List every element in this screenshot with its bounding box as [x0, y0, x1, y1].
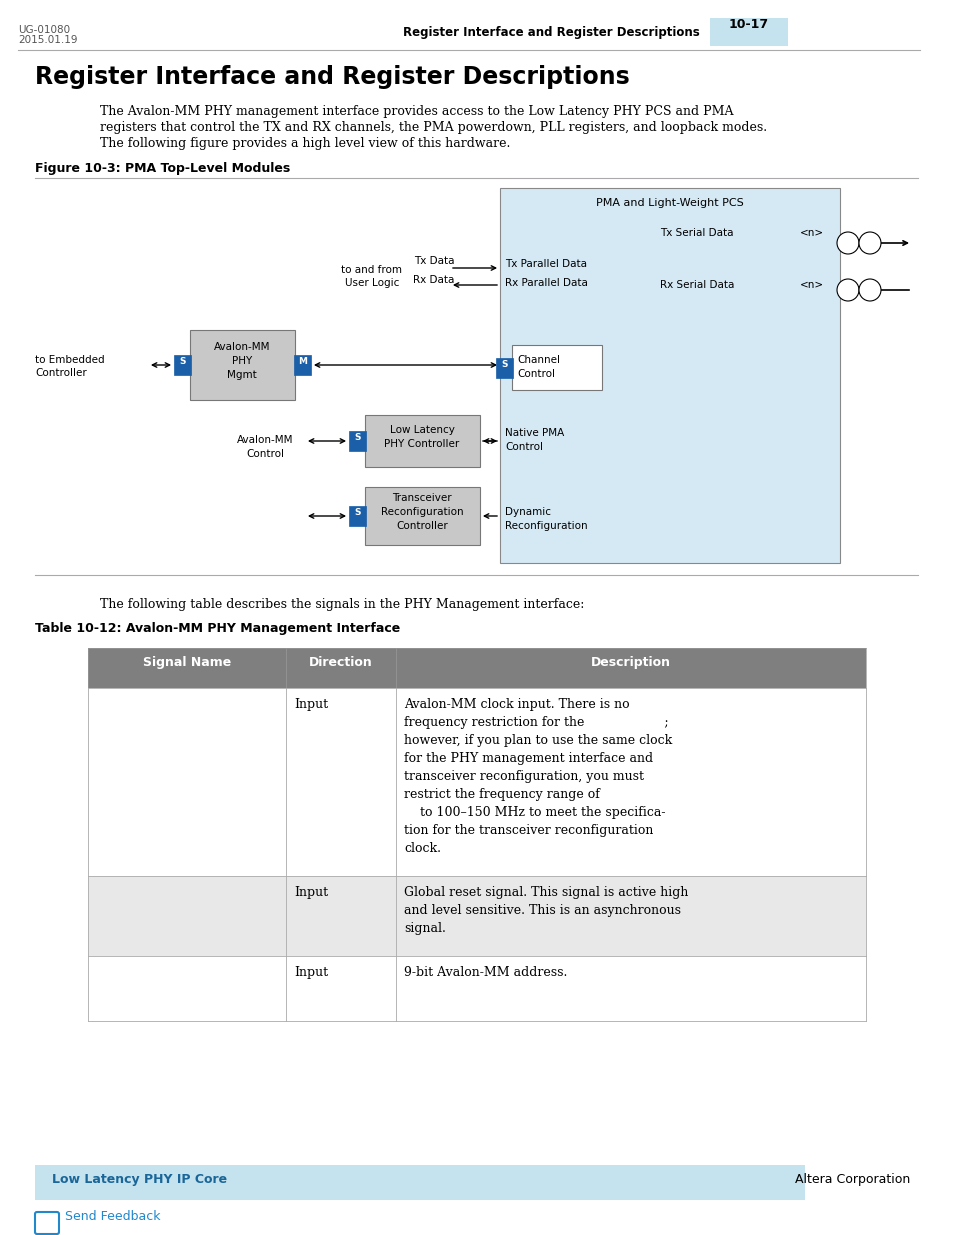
- Text: S: S: [500, 359, 507, 369]
- Text: Avalon-MM: Avalon-MM: [213, 342, 270, 352]
- Bar: [349, 506, 366, 526]
- Text: Avalon-MM clock input. There is no
frequency restriction for the                : Avalon-MM clock input. There is no frequ…: [403, 698, 672, 855]
- Bar: [88, 688, 865, 876]
- Bar: [349, 431, 366, 451]
- Text: Control: Control: [517, 369, 555, 379]
- Text: Register Interface and Register Descriptions: Register Interface and Register Descript…: [403, 26, 700, 38]
- Text: Signal Name: Signal Name: [143, 656, 231, 669]
- Text: Figure 10-3: PMA Top-Level Modules: Figure 10-3: PMA Top-Level Modules: [35, 162, 290, 175]
- Text: The following table describes the signals in the PHY Management interface:: The following table describes the signal…: [100, 598, 584, 611]
- Bar: [190, 330, 294, 400]
- Bar: [35, 1165, 804, 1200]
- Ellipse shape: [836, 279, 858, 301]
- Bar: [496, 358, 513, 378]
- Text: Rx Serial Data: Rx Serial Data: [659, 280, 734, 290]
- Text: Rx Data: Rx Data: [413, 275, 455, 285]
- Text: to Embedded: to Embedded: [35, 354, 105, 366]
- Text: Altera Corporation: Altera Corporation: [794, 1173, 909, 1186]
- Ellipse shape: [858, 232, 880, 254]
- Text: PMA and Light-Weight PCS: PMA and Light-Weight PCS: [596, 198, 743, 207]
- Text: to and from: to and from: [341, 266, 402, 275]
- Text: Tx Parallel Data: Tx Parallel Data: [504, 259, 586, 269]
- Text: 10-17: 10-17: [728, 19, 768, 31]
- Text: 9-bit Avalon-MM address.: 9-bit Avalon-MM address.: [403, 966, 567, 979]
- Text: Send Feedback: Send Feedback: [65, 1210, 160, 1223]
- Text: User Logic: User Logic: [344, 278, 398, 288]
- Text: Register Interface and Register Descriptions: Register Interface and Register Descript…: [35, 65, 629, 89]
- Text: M: M: [297, 357, 307, 366]
- Text: Reconfiguration: Reconfiguration: [380, 508, 463, 517]
- Text: Transceiver: Transceiver: [392, 493, 452, 503]
- Text: Rx Parallel Data: Rx Parallel Data: [504, 278, 587, 288]
- Bar: [365, 487, 479, 545]
- Ellipse shape: [836, 232, 858, 254]
- Text: Avalon-MM: Avalon-MM: [236, 435, 293, 445]
- Text: Low Latency: Low Latency: [389, 425, 454, 435]
- Text: Reconfiguration: Reconfiguration: [504, 521, 587, 531]
- Text: Control: Control: [504, 442, 542, 452]
- Text: Low Latency PHY IP Core: Low Latency PHY IP Core: [52, 1173, 227, 1186]
- Bar: [88, 956, 865, 1021]
- Text: Table 10-12: Avalon-MM PHY Management Interface: Table 10-12: Avalon-MM PHY Management In…: [35, 622, 400, 635]
- FancyBboxPatch shape: [35, 1212, 59, 1234]
- Text: Input: Input: [294, 885, 328, 899]
- Text: Native PMA: Native PMA: [504, 429, 563, 438]
- Text: Description: Description: [590, 656, 670, 669]
- Bar: [512, 345, 601, 390]
- Text: Controller: Controller: [395, 521, 447, 531]
- Text: Direction: Direction: [309, 656, 373, 669]
- Text: PHY: PHY: [232, 356, 252, 366]
- Text: Input: Input: [294, 966, 328, 979]
- Bar: [709, 19, 787, 46]
- Text: PHY Controller: PHY Controller: [384, 438, 459, 450]
- Text: <n>: <n>: [800, 280, 823, 290]
- Text: The following figure provides a high level view of this hardware.: The following figure provides a high lev…: [100, 137, 510, 149]
- Text: registers that control the TX and RX channels, the PMA powerdown, PLL registers,: registers that control the TX and RX cha…: [100, 121, 766, 135]
- Text: UG-01080: UG-01080: [18, 25, 71, 35]
- Text: Controller: Controller: [35, 368, 87, 378]
- Text: The Avalon-MM PHY management interface provides access to the Low Latency PHY PC: The Avalon-MM PHY management interface p…: [100, 105, 733, 119]
- Text: S: S: [354, 508, 360, 517]
- Bar: [294, 354, 311, 375]
- Text: Dynamic: Dynamic: [504, 508, 551, 517]
- Text: Channel: Channel: [517, 354, 559, 366]
- Text: Tx Data: Tx Data: [414, 256, 454, 266]
- Text: <n>: <n>: [800, 228, 823, 238]
- Bar: [173, 354, 191, 375]
- Text: S: S: [179, 357, 186, 366]
- Text: S: S: [354, 433, 360, 442]
- Text: Control: Control: [246, 450, 284, 459]
- Text: 2015.01.19: 2015.01.19: [18, 35, 77, 44]
- Bar: [88, 648, 865, 688]
- Text: Input: Input: [294, 698, 328, 711]
- Ellipse shape: [858, 279, 880, 301]
- Bar: [499, 188, 840, 563]
- Text: Mgmt: Mgmt: [227, 370, 256, 380]
- Bar: [365, 415, 479, 467]
- Bar: [88, 876, 865, 956]
- Text: Tx Serial Data: Tx Serial Data: [659, 228, 733, 238]
- Text: Global reset signal. This signal is active high
and level sensitive. This is an : Global reset signal. This signal is acti…: [403, 885, 688, 935]
